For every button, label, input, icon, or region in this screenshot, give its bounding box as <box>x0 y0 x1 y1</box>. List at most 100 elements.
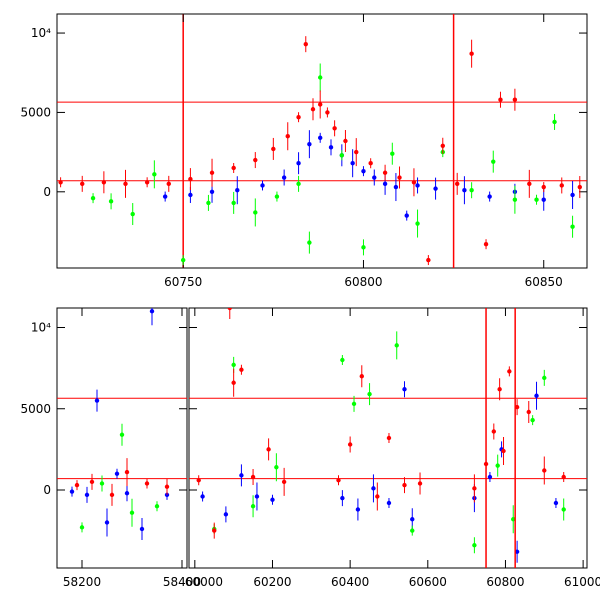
data-point <box>149 309 155 314</box>
data-point <box>260 183 265 188</box>
data-point <box>491 429 497 434</box>
data-point <box>501 448 506 454</box>
x-tick-label: 58400 <box>163 575 201 589</box>
data-point <box>553 500 559 506</box>
data-point <box>212 528 217 533</box>
top-panel: 60750 60800 60850 0 5000 10⁴ <box>20 13 588 289</box>
data-point <box>343 138 348 144</box>
data-point <box>250 474 256 480</box>
y-tick-label: 5000 <box>20 105 51 119</box>
data-point <box>410 528 415 533</box>
data-point <box>270 497 275 502</box>
data-point <box>469 188 474 193</box>
data-point <box>114 471 120 476</box>
data-point <box>367 391 372 397</box>
data-point <box>355 507 361 512</box>
data-point <box>462 188 467 193</box>
y-tick-label: 0 <box>43 483 51 497</box>
y-tick-label: 5000 <box>20 402 51 416</box>
data-point <box>164 484 170 489</box>
data-point <box>231 380 236 385</box>
data-point <box>281 175 287 180</box>
data-point <box>570 192 575 198</box>
data-point <box>317 102 323 107</box>
data-point <box>411 180 417 185</box>
data-point <box>188 192 193 198</box>
data-point <box>250 504 256 509</box>
data-point <box>368 161 373 166</box>
data-point <box>455 181 460 187</box>
data-point <box>206 200 211 206</box>
data-point <box>386 435 392 441</box>
data-point <box>124 469 130 475</box>
data-point <box>507 369 512 374</box>
data-point <box>552 119 557 125</box>
data-point <box>542 375 547 381</box>
data-point <box>386 500 392 506</box>
data-point <box>359 374 364 379</box>
data-point <box>303 41 308 47</box>
data-point <box>123 181 128 187</box>
data-point <box>561 507 566 512</box>
data-point <box>472 486 477 491</box>
plot-frame <box>56 307 188 569</box>
data-point <box>94 398 100 403</box>
data-point <box>154 504 160 509</box>
data-point <box>253 210 258 215</box>
data-point <box>393 184 399 190</box>
x-tick-label: 60000 <box>185 575 223 589</box>
data-point <box>109 492 115 498</box>
data-point <box>491 159 496 164</box>
data-point <box>361 245 366 250</box>
data-point <box>577 184 582 190</box>
data-point <box>89 479 95 485</box>
data-point <box>527 181 532 187</box>
data-point <box>271 146 276 152</box>
data-point <box>375 494 380 499</box>
data-point <box>162 194 168 199</box>
data-point <box>239 367 244 372</box>
data-point <box>541 197 546 202</box>
x-tick-label: 60750 <box>164 275 202 289</box>
data-point <box>285 134 290 139</box>
x-tick-label: 60400 <box>331 575 369 589</box>
data-point <box>339 153 345 158</box>
plot-frame <box>56 13 588 269</box>
data-point <box>74 482 80 488</box>
data-point <box>426 257 431 263</box>
data-point <box>188 176 193 182</box>
data-point <box>223 512 229 517</box>
data-point <box>487 474 493 480</box>
data-point <box>99 481 105 486</box>
data-point <box>402 482 407 488</box>
data-point <box>559 183 564 188</box>
data-point <box>231 200 236 206</box>
data-point <box>340 495 345 501</box>
data-point <box>361 168 366 174</box>
data-point <box>144 180 150 185</box>
data-point <box>231 362 236 368</box>
data-point <box>483 241 489 247</box>
y-tick-label: 10⁴ <box>31 321 51 335</box>
data-point <box>512 197 518 202</box>
data-point <box>394 343 399 348</box>
data-point <box>404 213 409 218</box>
data-point <box>227 308 232 311</box>
data-point <box>274 465 279 470</box>
x-tick-label: 60800 <box>486 575 524 589</box>
data-point <box>104 520 110 525</box>
data-point <box>130 211 135 217</box>
data-point <box>254 494 260 499</box>
data-point <box>239 473 244 478</box>
x-tick-label: 61000 <box>564 575 600 589</box>
data-point <box>119 432 125 437</box>
data-point <box>417 481 423 486</box>
data-point <box>80 181 85 187</box>
data-point <box>84 492 90 498</box>
data-point <box>402 387 407 392</box>
data-point <box>209 189 215 194</box>
data-point <box>433 186 438 191</box>
plot-frame <box>188 307 588 569</box>
